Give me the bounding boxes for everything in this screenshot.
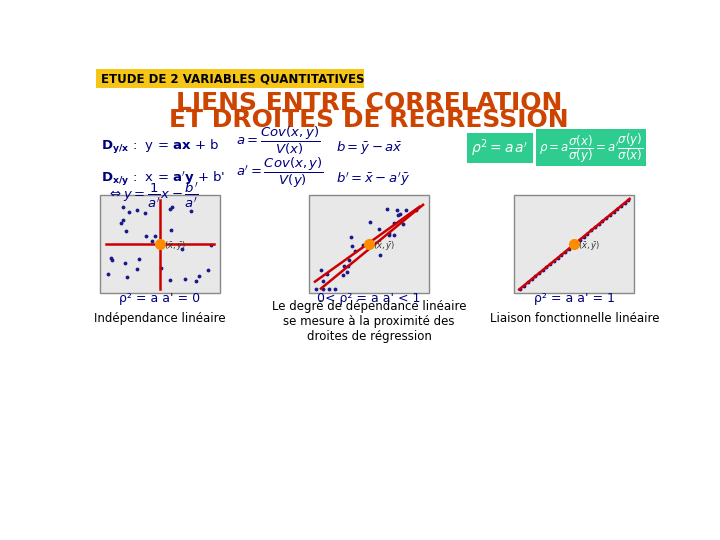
Text: Liaison fonctionnelle linéaire: Liaison fonctionnelle linéaire [490,313,659,326]
Text: $b = \bar{y} - a\bar{x}$: $b = \bar{y} - a\bar{x}$ [336,139,403,156]
FancyBboxPatch shape [99,195,220,294]
Text: $\mathbf{D_{x/y}}$ :  x = $\mathbf{a'y}$ + b': $\mathbf{D_{x/y}}$ : x = $\mathbf{a'y}$ … [101,170,225,188]
Text: $(\bar{x},\bar{y})$: $(\bar{x},\bar{y})$ [373,239,395,252]
Text: Indépendance linéaire: Indépendance linéaire [94,313,225,326]
Text: ρ² = a a' = 0: ρ² = a a' = 0 [120,292,200,305]
Text: ρ² = a a' = 1: ρ² = a a' = 1 [534,292,615,305]
FancyBboxPatch shape [309,195,429,294]
Text: $a = \dfrac{Cov(x,y)}{V(x)}$: $a = \dfrac{Cov(x,y)}{V(x)}$ [235,125,320,157]
Text: $\rho = a\dfrac{\sigma(x)}{\sigma(y)} = a'\dfrac{\sigma(y)}{\sigma(x)}$: $\rho = a\dfrac{\sigma(x)}{\sigma(y)} = … [539,131,644,165]
Text: Le degré de dépendance linéaire
se mesure à la proximité des
droites de régressi: Le degré de dépendance linéaire se mesur… [271,300,467,343]
FancyBboxPatch shape [467,133,534,163]
Text: $\mathbf{D_{y/x}}$ :  y = $\mathbf{ax}$ + b: $\mathbf{D_{y/x}}$ : y = $\mathbf{ax}$ +… [101,138,219,156]
Text: $b' = \bar{x} - a'\bar{y}$: $b' = \bar{x} - a'\bar{y}$ [336,170,410,187]
FancyBboxPatch shape [514,195,634,294]
Text: $a' = \dfrac{Cov(x,y)}{V(y)}$: $a' = \dfrac{Cov(x,y)}{V(y)}$ [235,156,323,190]
Text: ET DROITES DE REGRESSION: ET DROITES DE REGRESSION [169,108,569,132]
FancyBboxPatch shape [96,69,364,88]
Text: 0< ρ² = a a' < 1: 0< ρ² = a a' < 1 [318,292,420,305]
Text: $(\bar{x},\bar{y})$: $(\bar{x},\bar{y})$ [163,239,186,252]
Text: $(\bar{x},\bar{y})$: $(\bar{x},\bar{y})$ [578,239,600,252]
Text: $\Leftrightarrow y = \dfrac{1}{a'}x - \dfrac{b'}{a'}$: $\Leftrightarrow y = \dfrac{1}{a'}x - \d… [107,181,199,210]
Text: $\rho^2 = a\,a'$: $\rho^2 = a\,a'$ [471,137,528,159]
Text: LIENS ENTRE CORRELATION: LIENS ENTRE CORRELATION [176,91,562,116]
Text: ETUDE DE 2 VARIABLES QUANTITATIVES: ETUDE DE 2 VARIABLES QUANTITATIVES [101,72,364,85]
FancyBboxPatch shape [536,130,647,166]
